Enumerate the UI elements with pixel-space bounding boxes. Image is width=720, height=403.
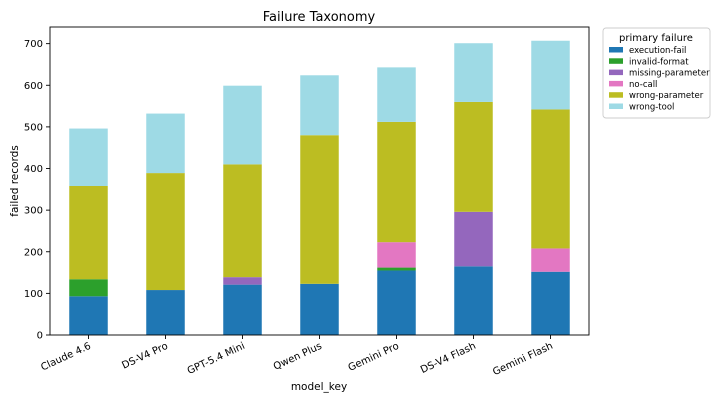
y-tick-label: 100 [24, 289, 43, 300]
y-tick-label: 0 [37, 331, 43, 342]
bar-segment-execution-fail [69, 296, 108, 335]
bar-segment-wrong-tool [300, 75, 339, 136]
legend-swatch-no-call [609, 80, 623, 87]
bar-segment-execution-fail [377, 270, 416, 335]
x-tick-label: DS-V4 Flash [419, 341, 478, 376]
legend-label: invalid-format [629, 57, 689, 67]
y-tick-label: 200 [24, 247, 43, 258]
bar-segment-wrong-parameter [377, 121, 416, 243]
y-tick-label: 600 [24, 81, 43, 92]
bar-segment-missing-parameter [454, 211, 493, 267]
x-tick-label: Gemini Pro [347, 341, 401, 374]
bar-segment-wrong-parameter [300, 135, 339, 284]
chart-title: Failure Taxonomy [263, 10, 376, 25]
x-tick-label: Claude 4.6 [39, 341, 92, 374]
legend-swatch-wrong-parameter [609, 92, 623, 98]
legend-label: execution-fail [629, 46, 686, 56]
legend-label: wrong-tool [629, 103, 674, 113]
legend-label: no-call [629, 80, 657, 90]
y-tick-label: 700 [24, 39, 43, 50]
x-tick-label: Qwen Plus [272, 341, 324, 373]
legend-swatch-missing-parameter [609, 69, 623, 76]
y-tick-label: 400 [24, 164, 43, 175]
legend-title: primary failure [619, 33, 693, 44]
bar-segment-execution-fail [146, 290, 185, 335]
x-tick-label: Gemini Flash [491, 341, 554, 378]
bar-segment-wrong-parameter [454, 101, 493, 212]
bar-segment-wrong-parameter [146, 173, 185, 291]
legend-label: missing-parameter [629, 69, 710, 79]
legend-swatch-execution-fail [609, 47, 623, 53]
bar-segment-no-call [531, 248, 570, 272]
bar-segment-execution-fail [454, 266, 493, 335]
bar-segment-execution-fail [300, 283, 339, 335]
legend-swatch-wrong-tool [609, 103, 623, 109]
bar-segment-wrong-parameter [223, 164, 262, 278]
bar-segment-wrong-tool [223, 85, 262, 165]
legend: primary failure execution-failinvalid-fo… [602, 27, 711, 119]
bar-segment-wrong-parameter [531, 109, 570, 249]
x-axis: Claude 4.6 DS-V4 Pro GPT-5.4 Mini Qwen Plus… [39, 335, 555, 378]
bar-segment-wrong-tool [146, 113, 185, 174]
y-axis-title: failed records [9, 145, 21, 216]
bar-segment-wrong-tool [69, 128, 108, 186]
x-tick-label: DS-V4 Pro [120, 341, 169, 372]
legend-label: wrong-parameter [629, 91, 704, 101]
bar-segment-invalid-format [69, 279, 108, 297]
bar-segment-execution-fail [531, 271, 570, 335]
y-axis: 0 100 200 300 400 500 600 700 [24, 39, 50, 342]
bar-segment-wrong-parameter [69, 185, 108, 280]
bar-segment-wrong-tool [377, 67, 416, 122]
y-tick-label: 300 [24, 206, 43, 217]
bar-segment-wrong-tool [454, 43, 493, 102]
legend-frame [602, 27, 711, 119]
bars-layer [69, 40, 570, 335]
bar-segment-no-call [377, 242, 416, 268]
x-axis-title: model_key [291, 381, 347, 393]
bar-segment-invalid-format [377, 267, 416, 271]
bar-segment-missing-parameter [223, 277, 262, 285]
x-tick-label: GPT-5.4 Mini [186, 341, 247, 377]
legend-swatch-invalid-format [609, 58, 623, 64]
bar-segment-wrong-tool [531, 40, 570, 110]
bar-segment-execution-fail [223, 284, 262, 335]
y-tick-label: 500 [24, 122, 43, 133]
